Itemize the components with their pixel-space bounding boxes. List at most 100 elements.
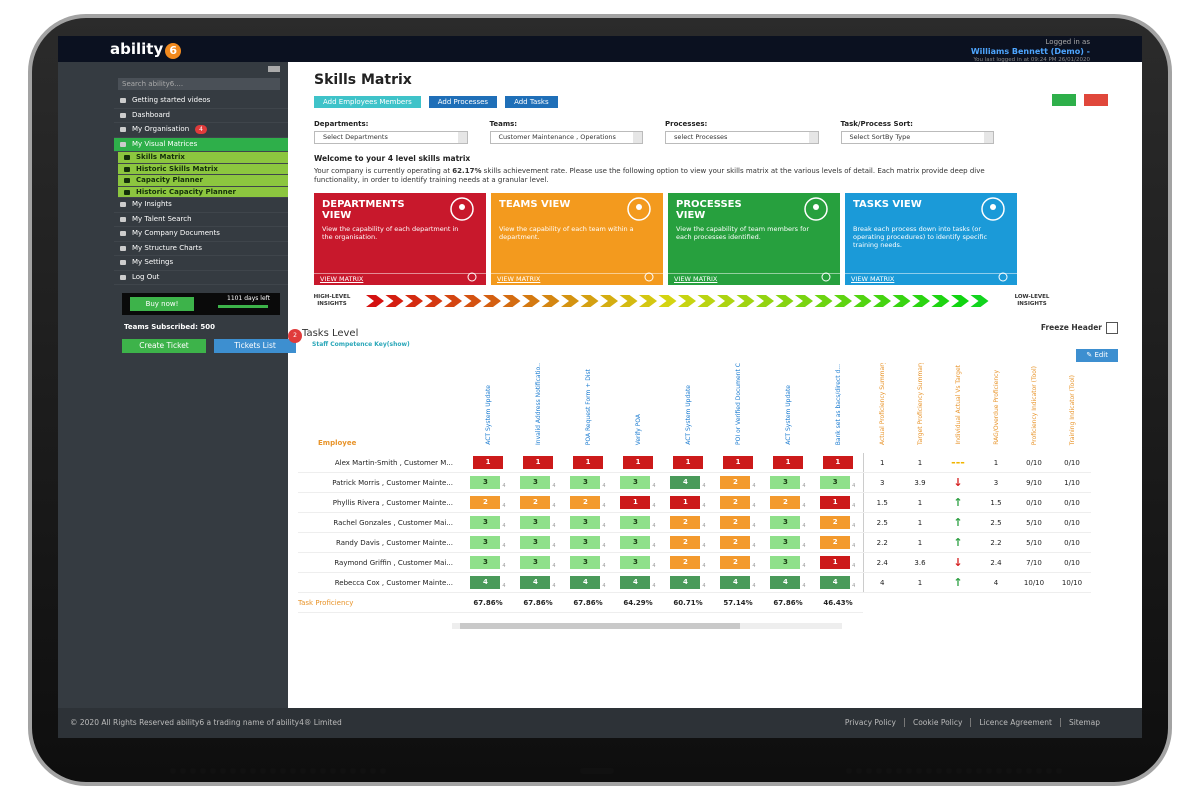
action-button[interactable]: Add Employees Members xyxy=(314,96,421,108)
tickets-list[interactable]: Tickets List xyxy=(214,339,296,353)
view-card[interactable]: DEPARTMENTS VIEW View the capability of e… xyxy=(314,193,486,285)
menu-item[interactable]: My Company Documents xyxy=(114,227,288,242)
buy-button[interactable]: Buy now! xyxy=(130,297,194,311)
menu-item[interactable]: My Insights xyxy=(114,198,288,213)
scrollbar[interactable] xyxy=(452,623,842,629)
user-name[interactable]: Williams Bennett (Demo) - xyxy=(970,47,1090,56)
task-name[interactable]: ACT System Update xyxy=(784,385,792,445)
menu-item[interactable]: Historic Capacity Planner xyxy=(118,186,288,198)
menu-item[interactable]: My Structure Charts xyxy=(114,242,288,256)
card-link[interactable]: VIEW MATRIX xyxy=(320,275,364,283)
skill-cell[interactable]: 1 xyxy=(563,453,613,473)
task-name[interactable]: ACT System Update xyxy=(684,385,692,445)
card-link[interactable]: VIEW MATRIX xyxy=(851,275,895,283)
skill-cell[interactable]: 1 xyxy=(463,453,513,473)
task-name[interactable]: Invalid Address Notificatio... xyxy=(534,363,542,445)
footer-link[interactable]: Privacy Policy xyxy=(845,718,905,727)
competence-key[interactable]: Staff Competence Key(show) xyxy=(312,341,410,348)
card-link[interactable]: VIEW MATRIX xyxy=(674,275,718,283)
employee-name[interactable]: Rachel Gonzales , Customer Mai... xyxy=(298,512,463,533)
view-card[interactable]: PROCESSES VIEW View the capability of tea… xyxy=(668,193,840,285)
task-name[interactable]: POI or Verified Document C... xyxy=(734,363,742,445)
filter-select[interactable]: Select SortBy Type xyxy=(840,131,994,144)
footer-link[interactable]: Licence Agreement xyxy=(979,718,1061,727)
menu-item[interactable]: Getting started videos xyxy=(114,94,288,109)
employee-name[interactable]: Rebecca Cox , Customer Mainte... xyxy=(298,572,463,593)
task-name[interactable]: Bank set as bacs/direct d... xyxy=(834,363,842,445)
employee-name[interactable]: Alex Martin-Smith , Customer M... xyxy=(298,453,463,473)
search-box[interactable]: Search ability6.... xyxy=(118,78,280,90)
skill-cell[interactable]: 1 xyxy=(663,453,713,473)
menu-item[interactable]: Log Out xyxy=(114,271,288,285)
skill-cell[interactable]: 1 xyxy=(813,453,864,473)
footer-link[interactable]: Cookie Policy xyxy=(913,718,972,727)
menu-toggle[interactable] xyxy=(268,66,280,72)
employee-name[interactable]: Patrick Morris , Customer Mainte... xyxy=(298,472,463,493)
filter-select[interactable]: Select Departments xyxy=(314,131,468,144)
menu-item[interactable]: Dashboard xyxy=(114,109,288,123)
view-card[interactable]: TASKS VIEW Break each process down into t… xyxy=(845,193,1017,285)
skill-cell[interactable]: 1 xyxy=(513,453,563,473)
skill-cell[interactable]: 1 xyxy=(713,453,763,473)
create-ticket[interactable]: Create Ticket xyxy=(122,339,206,353)
action-button[interactable]: Add Processes xyxy=(428,96,498,108)
logo[interactable]: ability 6 xyxy=(110,40,182,59)
filter-select[interactable]: Customer Maintenance , Operations xyxy=(489,131,643,144)
task-name[interactable]: POA Request Form + Dist xyxy=(584,368,592,445)
view-card[interactable]: TEAMS VIEW View the capability of each te… xyxy=(491,193,663,285)
export-excel[interactable] xyxy=(1052,94,1076,106)
menu-item[interactable]: Historic Skills Matrix xyxy=(118,163,288,175)
menu-item[interactable]: My Visual Matrices xyxy=(114,137,288,152)
freeze-checkbox[interactable] xyxy=(1106,322,1118,334)
menu-item[interactable]: My Settings xyxy=(114,256,288,271)
task-name[interactable]: ACT System Update xyxy=(484,385,492,445)
export-pdf[interactable] xyxy=(1084,94,1108,106)
card-link[interactable]: VIEW MATRIX xyxy=(497,275,541,283)
edit-button[interactable]: ✎ Edit xyxy=(1076,349,1118,362)
scroll-thumb[interactable] xyxy=(460,623,740,629)
employee-name[interactable]: Phyllis Rivera , Customer Mainte... xyxy=(298,492,463,513)
skill-cell[interactable]: 1 xyxy=(613,453,663,473)
task-name[interactable]: Verify POA xyxy=(634,413,642,445)
menu-item[interactable]: Skills Matrix xyxy=(118,152,288,164)
